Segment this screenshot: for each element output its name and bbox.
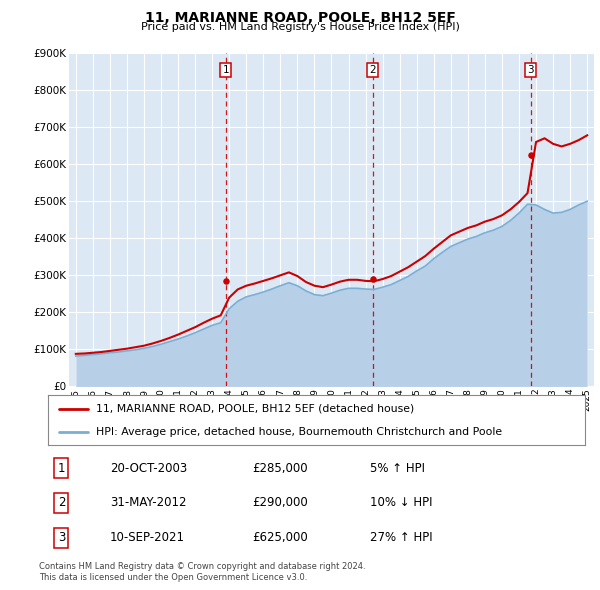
Point: [526, 150, 536, 160]
Text: 5% ↑ HPI: 5% ↑ HPI: [370, 461, 425, 474]
Text: HPI: Average price, detached house, Bournemouth Christchurch and Poole: HPI: Average price, detached house, Bour…: [97, 427, 502, 437]
Text: 1: 1: [223, 65, 229, 75]
Text: £625,000: £625,000: [252, 532, 308, 545]
Text: £290,000: £290,000: [252, 496, 308, 510]
Text: 11, MARIANNE ROAD, POOLE, BH12 5EF (detached house): 11, MARIANNE ROAD, POOLE, BH12 5EF (deta…: [97, 404, 415, 414]
Text: Price paid vs. HM Land Registry's House Price Index (HPI): Price paid vs. HM Land Registry's House …: [140, 22, 460, 32]
Point: [368, 274, 377, 284]
Text: 3: 3: [58, 532, 65, 545]
Text: 10-SEP-2021: 10-SEP-2021: [110, 532, 185, 545]
Text: 2: 2: [370, 65, 376, 75]
Point: [221, 276, 230, 286]
Text: 2: 2: [58, 496, 65, 510]
Text: Contains HM Land Registry data © Crown copyright and database right 2024.
This d: Contains HM Land Registry data © Crown c…: [39, 562, 365, 582]
Text: 31-MAY-2012: 31-MAY-2012: [110, 496, 186, 510]
Text: 10% ↓ HPI: 10% ↓ HPI: [370, 496, 433, 510]
Text: 11, MARIANNE ROAD, POOLE, BH12 5EF: 11, MARIANNE ROAD, POOLE, BH12 5EF: [145, 11, 455, 25]
Text: 20-OCT-2003: 20-OCT-2003: [110, 461, 187, 474]
Text: £285,000: £285,000: [252, 461, 308, 474]
Text: 3: 3: [527, 65, 534, 75]
Text: 1: 1: [58, 461, 65, 474]
Text: 27% ↑ HPI: 27% ↑ HPI: [370, 532, 433, 545]
